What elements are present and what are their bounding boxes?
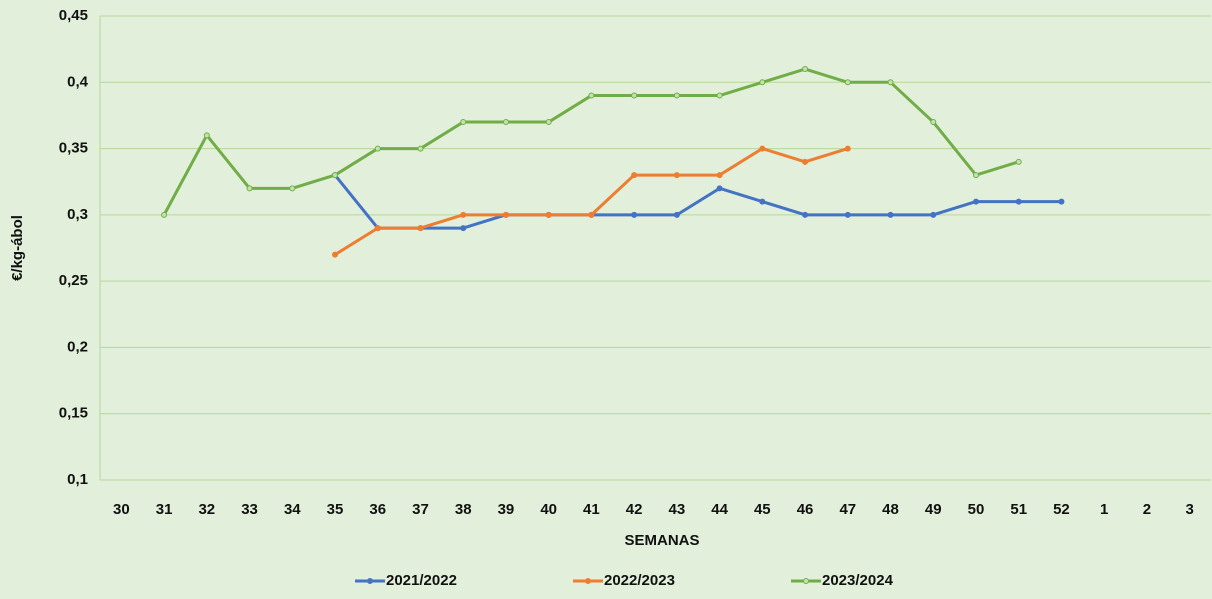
legend-label: 2023/2024 bbox=[822, 572, 894, 589]
point bbox=[417, 145, 424, 152]
x-tick-label: 45 bbox=[754, 501, 771, 518]
point bbox=[588, 92, 595, 99]
point bbox=[759, 145, 766, 152]
point bbox=[374, 145, 381, 152]
x-tick-label: 36 bbox=[369, 501, 386, 518]
legend-marker bbox=[585, 578, 591, 584]
point bbox=[759, 198, 766, 205]
x-tick-label: 39 bbox=[498, 501, 515, 518]
point bbox=[588, 211, 595, 218]
x-tick-label: 2 bbox=[1143, 501, 1151, 518]
point bbox=[802, 211, 809, 218]
y-tick-label: 0,2 bbox=[67, 338, 88, 355]
y-tick-label: 0,3 bbox=[67, 206, 88, 223]
x-tick-label: 51 bbox=[1010, 501, 1027, 518]
point bbox=[673, 211, 680, 218]
series-line bbox=[333, 174, 1062, 230]
point bbox=[673, 172, 680, 179]
series-line bbox=[162, 67, 1020, 216]
y-tick-label: 0,1 bbox=[67, 471, 88, 488]
x-tick-label: 43 bbox=[669, 501, 686, 518]
point bbox=[289, 185, 296, 192]
point bbox=[972, 198, 979, 205]
x-tick-label: 34 bbox=[284, 501, 301, 518]
y-tick-label: 0,15 bbox=[59, 405, 88, 422]
x-tick-label: 52 bbox=[1053, 501, 1070, 518]
point bbox=[844, 211, 851, 218]
point bbox=[502, 211, 509, 218]
x-tick-label: 1 bbox=[1100, 501, 1108, 518]
point bbox=[332, 251, 339, 258]
x-tick-label: 42 bbox=[626, 501, 643, 518]
point bbox=[930, 211, 937, 218]
x-tick-label: 48 bbox=[882, 501, 899, 518]
point bbox=[502, 119, 509, 126]
point bbox=[631, 172, 638, 179]
point bbox=[460, 225, 467, 232]
point bbox=[545, 211, 552, 218]
x-tick-label: 44 bbox=[711, 501, 728, 518]
point bbox=[716, 185, 723, 192]
point bbox=[673, 92, 680, 99]
x-tick-label: 41 bbox=[583, 501, 600, 518]
x-tick-label: 47 bbox=[839, 501, 856, 518]
x-tick-label: 32 bbox=[198, 501, 215, 518]
point bbox=[545, 119, 552, 126]
x-tick-label: 30 bbox=[113, 501, 130, 518]
point bbox=[716, 172, 723, 179]
legend-label: 2022/2023 bbox=[604, 572, 675, 589]
series-line bbox=[334, 147, 849, 256]
x-tick-label: 40 bbox=[540, 501, 557, 518]
point bbox=[716, 92, 723, 99]
x-tick-label: 33 bbox=[241, 501, 258, 518]
x-tick-label: 46 bbox=[797, 501, 814, 518]
point bbox=[161, 211, 168, 218]
x-tick-label: 31 bbox=[156, 501, 173, 518]
point bbox=[374, 225, 381, 232]
point bbox=[417, 225, 424, 232]
point bbox=[631, 211, 638, 218]
legend-marker bbox=[367, 578, 373, 584]
point bbox=[844, 79, 851, 86]
point bbox=[631, 92, 638, 99]
point bbox=[887, 79, 894, 86]
point bbox=[203, 132, 210, 139]
x-tick-label: 35 bbox=[327, 501, 344, 518]
y-tick-label: 0,45 bbox=[59, 7, 88, 24]
point bbox=[802, 66, 809, 73]
point bbox=[1015, 158, 1022, 165]
point bbox=[1015, 198, 1022, 205]
point bbox=[460, 119, 467, 126]
point bbox=[930, 119, 937, 126]
point bbox=[332, 172, 339, 179]
point bbox=[246, 185, 253, 192]
point bbox=[802, 158, 809, 165]
point bbox=[972, 172, 979, 179]
x-tick-label: 38 bbox=[455, 501, 472, 518]
y-tick-label: 0,4 bbox=[67, 73, 89, 90]
y-axis-label: €/kg-ábol bbox=[9, 215, 26, 281]
x-axis-label: SEMANAS bbox=[624, 532, 699, 549]
point bbox=[460, 211, 467, 218]
x-tick-label: 49 bbox=[925, 501, 942, 518]
legend-label: 2021/2022 bbox=[386, 572, 457, 589]
point bbox=[1058, 198, 1065, 205]
x-tick-label: 37 bbox=[412, 501, 429, 518]
y-tick-label: 0,25 bbox=[59, 272, 88, 289]
x-tick-label: 3 bbox=[1185, 501, 1193, 518]
x-tick-label: 50 bbox=[968, 501, 985, 518]
legend-marker bbox=[803, 578, 809, 584]
point bbox=[844, 145, 851, 152]
point bbox=[759, 79, 766, 86]
point bbox=[887, 211, 894, 218]
y-tick-label: 0,35 bbox=[59, 140, 88, 157]
